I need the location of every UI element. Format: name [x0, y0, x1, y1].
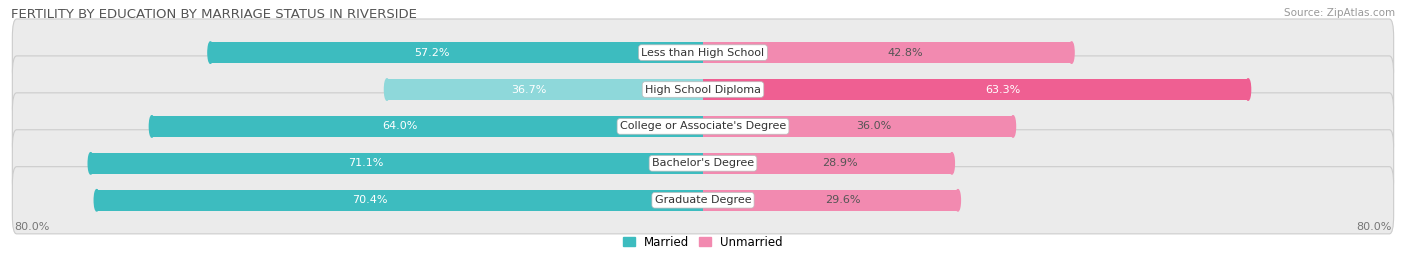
Circle shape	[1246, 79, 1250, 100]
Bar	[97, 190, 703, 211]
Circle shape	[1011, 116, 1015, 137]
FancyBboxPatch shape	[13, 93, 1393, 160]
FancyBboxPatch shape	[13, 167, 1393, 234]
Circle shape	[1069, 42, 1074, 63]
Text: FERTILITY BY EDUCATION BY MARRIAGE STATUS IN RIVERSIDE: FERTILITY BY EDUCATION BY MARRIAGE STATU…	[11, 8, 418, 21]
Text: College or Associate's Degree: College or Associate's Degree	[620, 121, 786, 132]
Circle shape	[956, 190, 960, 211]
Text: Less than High School: Less than High School	[641, 48, 765, 58]
Text: 71.1%: 71.1%	[349, 158, 384, 168]
Text: 63.3%: 63.3%	[986, 84, 1021, 94]
Bar	[703, 190, 957, 211]
Text: 36.0%: 36.0%	[856, 121, 891, 132]
FancyBboxPatch shape	[13, 130, 1393, 197]
Circle shape	[949, 153, 955, 174]
Bar	[152, 116, 703, 137]
Circle shape	[149, 116, 155, 137]
Text: 42.8%: 42.8%	[889, 48, 924, 58]
Bar	[703, 42, 1071, 63]
Text: 80.0%: 80.0%	[14, 222, 49, 232]
Legend: Married, Unmarried: Married, Unmarried	[623, 236, 783, 249]
Bar	[703, 79, 1249, 100]
Circle shape	[208, 42, 212, 63]
Text: Bachelor's Degree: Bachelor's Degree	[652, 158, 754, 168]
FancyBboxPatch shape	[13, 19, 1393, 86]
Text: Source: ZipAtlas.com: Source: ZipAtlas.com	[1284, 8, 1395, 18]
Text: High School Diploma: High School Diploma	[645, 84, 761, 94]
Circle shape	[89, 153, 93, 174]
Bar	[703, 153, 952, 174]
Text: 64.0%: 64.0%	[382, 121, 418, 132]
FancyBboxPatch shape	[13, 56, 1393, 123]
Bar	[91, 153, 703, 174]
Text: 36.7%: 36.7%	[512, 84, 547, 94]
Bar	[703, 116, 1012, 137]
Text: 57.2%: 57.2%	[415, 48, 450, 58]
Text: 80.0%: 80.0%	[1357, 222, 1392, 232]
Bar	[211, 42, 703, 63]
Text: 70.4%: 70.4%	[352, 195, 387, 205]
Text: 29.6%: 29.6%	[825, 195, 860, 205]
Text: 28.9%: 28.9%	[823, 158, 858, 168]
Bar	[387, 79, 703, 100]
Circle shape	[384, 79, 389, 100]
Text: Graduate Degree: Graduate Degree	[655, 195, 751, 205]
Circle shape	[94, 190, 100, 211]
